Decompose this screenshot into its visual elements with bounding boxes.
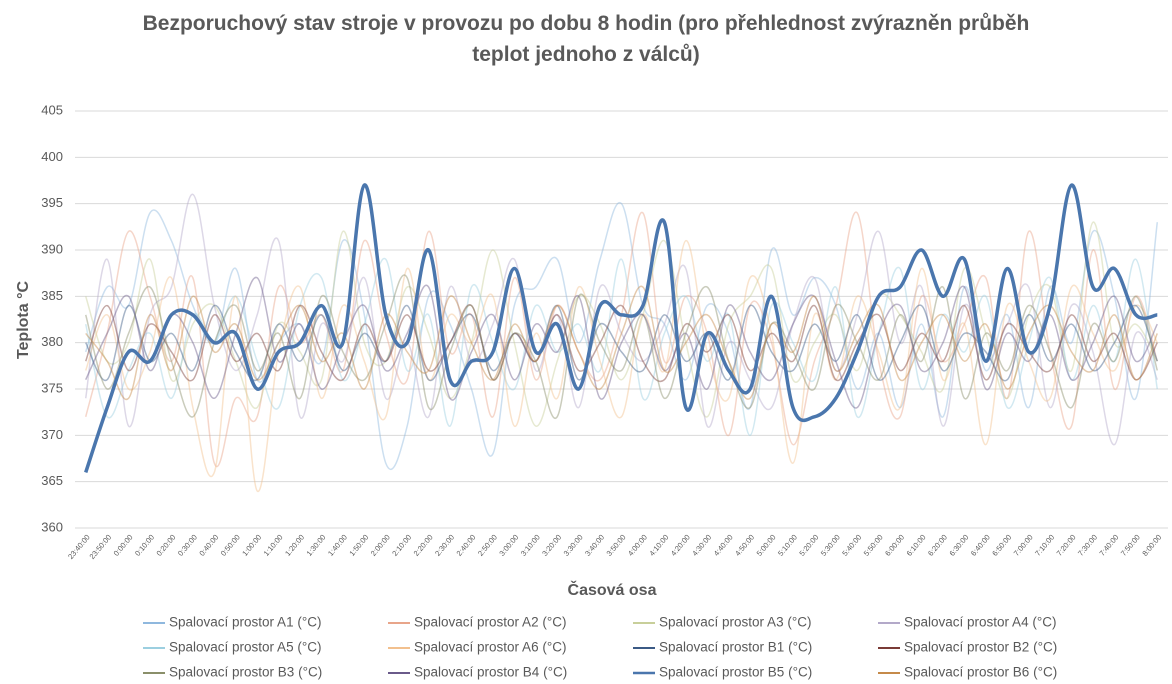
x-tick-label: 4:40:00 xyxy=(712,533,735,558)
x-tick-label: 0:30:00 xyxy=(176,533,199,558)
legend-label: Spalovací prostor B2 (°C) xyxy=(904,640,1057,655)
x-tick-label: 7:00:00 xyxy=(1012,533,1035,558)
chart-title: Bezporuchový stav stroje v provozu po do… xyxy=(142,12,1030,66)
legend-label: Spalovací prostor A1 (°C) xyxy=(169,615,321,630)
x-tick-label: 6:10:00 xyxy=(905,533,928,558)
legend-label: Spalovací prostor A6 (°C) xyxy=(414,640,566,655)
y-axis-label: Teplota °C xyxy=(15,281,32,360)
highlighted-line xyxy=(84,183,1158,473)
x-tick-label: 0:40:00 xyxy=(197,533,220,558)
x-tick-label: 5:30:00 xyxy=(819,533,842,558)
legend-label: Spalovací prostor A3 (°C) xyxy=(659,615,811,630)
x-tick-label: 1:00:00 xyxy=(240,533,263,558)
legend-label: Spalovací prostor B1 (°C) xyxy=(659,640,812,655)
x-tick-label: 7:10:00 xyxy=(1033,533,1056,558)
x-tick-label: 7:30:00 xyxy=(1076,533,1099,558)
x-tick-label: 0:20:00 xyxy=(155,533,178,558)
x-tick-label: 3:00:00 xyxy=(497,533,520,558)
y-tick-label: 380 xyxy=(41,334,63,349)
x-tick-label: 1:40:00 xyxy=(326,533,349,558)
x-tick-label: 3:10:00 xyxy=(519,533,542,558)
y-tick-label: 365 xyxy=(41,473,63,488)
x-tick-label: 7:50:00 xyxy=(1119,533,1142,558)
x-tick-label: 7:20:00 xyxy=(1055,533,1078,558)
x-tick-label: 0:10:00 xyxy=(133,533,156,558)
x-tick-label: 8:00:00 xyxy=(1140,533,1163,558)
x-tick-label: 1:20:00 xyxy=(283,533,306,558)
y-tick-label: 385 xyxy=(41,288,63,303)
x-tick-label: 3:30:00 xyxy=(562,533,585,558)
x-tick-label: 2:20:00 xyxy=(412,533,435,558)
x-tick-label: 6:00:00 xyxy=(883,533,906,558)
y-tick-label: 370 xyxy=(41,427,63,442)
x-tick-label: 5:20:00 xyxy=(797,533,820,558)
y-tick-label: 390 xyxy=(41,241,63,256)
y-tick-label: 375 xyxy=(41,380,63,395)
x-tick-label: 5:50:00 xyxy=(862,533,885,558)
x-tick-label: 5:40:00 xyxy=(840,533,863,558)
series-line xyxy=(84,274,1159,420)
legend-label: Spalovací prostor B4 (°C) xyxy=(414,665,567,680)
x-tick-label: 1:30:00 xyxy=(305,533,328,558)
x-tick-label: 1:50:00 xyxy=(347,533,370,558)
series-line xyxy=(85,304,1158,382)
y-tick-label: 360 xyxy=(41,519,63,534)
x-tick-label: 6:30:00 xyxy=(947,533,970,558)
x-tick-label: 5:00:00 xyxy=(755,533,778,558)
legend-label: Spalovací prostor B6 (°C) xyxy=(904,665,1057,680)
x-tick-label: 23:50:00 xyxy=(88,533,114,561)
x-tick-label: 0:50:00 xyxy=(219,533,242,558)
x-tick-label: 4:20:00 xyxy=(669,533,692,558)
y-tick-label: 400 xyxy=(41,149,63,164)
x-tick-label: 2:00:00 xyxy=(369,533,392,558)
x-tick-label: 4:30:00 xyxy=(690,533,713,558)
x-tick-label: 3:40:00 xyxy=(583,533,606,558)
x-axis-label: Časová osa xyxy=(568,580,657,599)
x-tick-label: 4:50:00 xyxy=(733,533,756,558)
series-line xyxy=(84,193,1158,446)
series-line xyxy=(85,239,1158,492)
x-tick-label: 2:50:00 xyxy=(476,533,499,558)
x-tick-label: 3:20:00 xyxy=(540,533,563,558)
series-line xyxy=(85,304,1158,383)
x-tick-label: 0:00:00 xyxy=(112,533,135,558)
x-tick-label: 6:20:00 xyxy=(926,533,949,558)
series-line xyxy=(85,277,1158,409)
x-tick-label: 6:40:00 xyxy=(969,533,992,558)
x-tick-label: 6:50:00 xyxy=(990,533,1013,558)
x-tick-label: 5:10:00 xyxy=(776,533,799,558)
legend-label: Spalovací prostor A2 (°C) xyxy=(414,615,566,630)
x-tick-label: 3:50:00 xyxy=(605,533,628,558)
legend-label: Spalovací prostor B5 (°C) xyxy=(659,665,812,680)
legend-label: Spalovací prostor A4 (°C) xyxy=(904,615,1056,630)
y-tick-label: 395 xyxy=(41,195,63,210)
x-tick-label: 1:10:00 xyxy=(262,533,285,558)
x-tick-label: 4:00:00 xyxy=(626,533,649,558)
x-tick-label: 2:10:00 xyxy=(390,533,413,558)
series-line xyxy=(84,257,1159,437)
x-tick-label: 2:30:00 xyxy=(433,533,456,558)
x-tick-label: 2:40:00 xyxy=(455,533,478,558)
y-tick-label: 405 xyxy=(41,102,63,117)
legend-label: Spalovací prostor A5 (°C) xyxy=(169,640,321,655)
x-tick-label: 7:40:00 xyxy=(1097,533,1120,558)
x-tick-label: 4:10:00 xyxy=(647,533,670,558)
legend-label: Spalovací prostor B3 (°C) xyxy=(169,665,322,680)
series-line xyxy=(85,201,1159,471)
